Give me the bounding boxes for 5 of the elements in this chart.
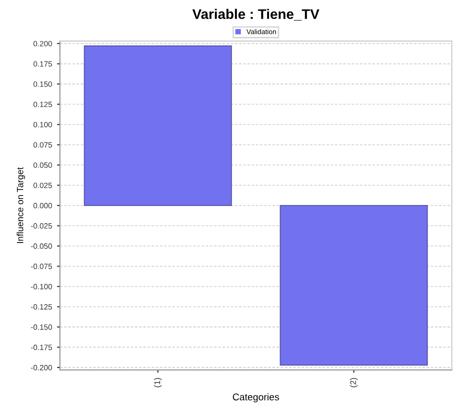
x-tick-label: (2) <box>350 378 358 388</box>
x-axis-title: Categories <box>232 393 280 402</box>
chart-title: Variable : Tiene_TV <box>192 8 320 21</box>
y-axis-title: Influence on Target <box>16 167 26 243</box>
x-tick-label: (1) <box>154 378 162 388</box>
